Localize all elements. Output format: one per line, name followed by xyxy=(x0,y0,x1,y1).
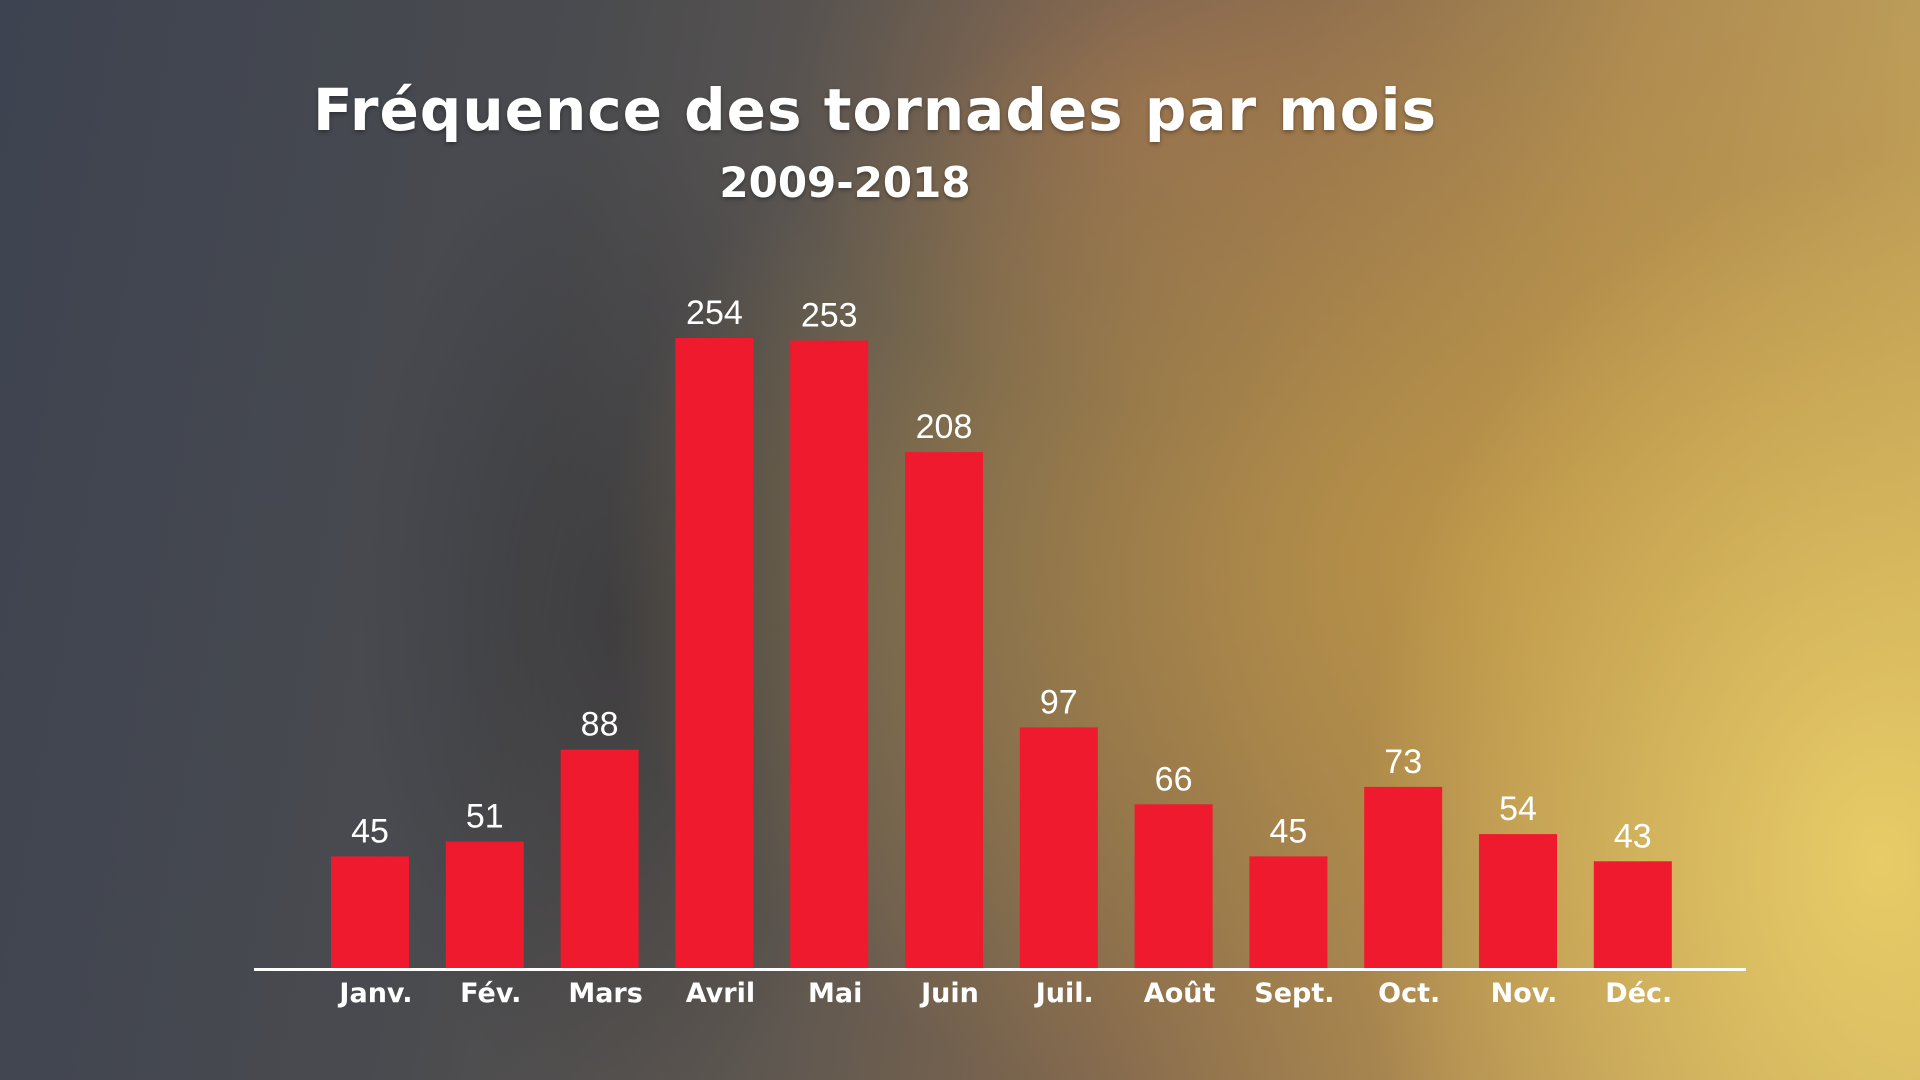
bar-mars xyxy=(560,749,639,968)
value-label-fév: 51 xyxy=(466,798,504,836)
category-label-janv: Janv. xyxy=(337,978,412,1009)
bar-juil xyxy=(1019,727,1098,968)
category-label-juil: Juil. xyxy=(1034,978,1094,1009)
bar-avril xyxy=(675,338,754,968)
chart-header: Fréquence des tornades par mois 2009-201… xyxy=(0,74,1750,212)
category-label-juin: Juin xyxy=(919,978,979,1009)
category-label-nov: Nov. xyxy=(1491,978,1558,1009)
category-label-mars: Mars xyxy=(568,978,642,1009)
bar-janv xyxy=(331,856,409,968)
category-label-déc: Déc. xyxy=(1605,978,1672,1009)
chart-title: Fréquence des tornades par mois xyxy=(312,76,1438,144)
category-label-avril: Avril xyxy=(686,978,755,1009)
value-label-juin: 208 xyxy=(916,408,973,446)
value-labels-layer: 45 51 88 254 253 208 97 66 45 73 54 43 xyxy=(351,294,1652,855)
bar-mai xyxy=(790,340,869,968)
value-label-août: 66 xyxy=(1155,760,1193,798)
value-label-janv: 45 xyxy=(351,812,389,850)
category-label-mai: Mai xyxy=(808,978,862,1009)
bars-layer xyxy=(331,338,1672,969)
bar-oct xyxy=(1364,786,1443,968)
bar-déc xyxy=(1593,861,1672,968)
category-label-fév: Fév. xyxy=(460,978,521,1009)
category-label-oct: Oct. xyxy=(1378,978,1440,1009)
chart-subtitle-wrap: 2009-2018 xyxy=(0,154,1690,212)
category-labels-layer: Janv. Fév. Mars Avril Mai Juin Juil. Août Sept. O… xyxy=(337,978,1672,1009)
bar-août xyxy=(1134,804,1213,968)
value-label-sept: 45 xyxy=(1269,812,1307,850)
category-label-août: Août xyxy=(1144,978,1216,1009)
category-label-sept: Sept. xyxy=(1254,978,1334,1009)
bar-juin xyxy=(905,452,983,969)
value-label-avril: 254 xyxy=(686,294,743,332)
value-label-mai: 253 xyxy=(801,297,858,335)
value-label-mars: 88 xyxy=(581,706,619,744)
value-label-déc: 43 xyxy=(1614,817,1652,855)
bar-nov xyxy=(1479,834,1557,968)
value-label-oct: 73 xyxy=(1384,743,1422,781)
bar-fév xyxy=(445,841,524,968)
value-label-juil: 97 xyxy=(1040,683,1078,721)
bar-sept xyxy=(1249,856,1328,968)
value-label-nov: 54 xyxy=(1499,790,1537,828)
chart-subtitle: 2009-2018 xyxy=(719,158,971,207)
